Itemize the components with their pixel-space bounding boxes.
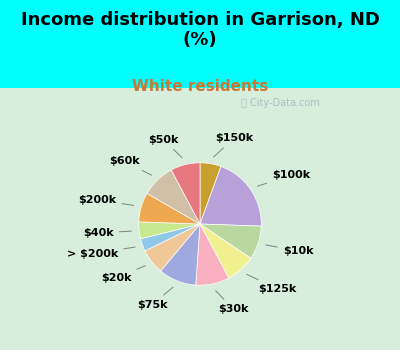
Text: Income distribution in Garrison, ND
(%): Income distribution in Garrison, ND (%) xyxy=(20,10,380,49)
Wedge shape xyxy=(139,193,200,224)
Text: $150k: $150k xyxy=(214,133,253,157)
Text: > $200k: > $200k xyxy=(67,247,135,259)
Wedge shape xyxy=(200,224,261,258)
Wedge shape xyxy=(161,224,200,285)
Wedge shape xyxy=(196,224,229,285)
Text: $50k: $50k xyxy=(148,135,182,158)
Text: $100k: $100k xyxy=(258,170,310,186)
Text: $60k: $60k xyxy=(109,156,152,175)
Text: $40k: $40k xyxy=(83,228,132,238)
Wedge shape xyxy=(139,222,200,239)
Wedge shape xyxy=(200,163,221,224)
Text: $30k: $30k xyxy=(216,291,248,314)
Wedge shape xyxy=(200,224,251,278)
Wedge shape xyxy=(171,163,200,224)
Text: $125k: $125k xyxy=(247,274,296,294)
Wedge shape xyxy=(147,170,200,224)
Wedge shape xyxy=(145,224,200,271)
Wedge shape xyxy=(200,167,261,226)
Wedge shape xyxy=(140,224,200,251)
Text: $75k: $75k xyxy=(137,287,173,310)
Text: ⓘ City-Data.com: ⓘ City-Data.com xyxy=(241,98,319,108)
Text: White residents: White residents xyxy=(132,79,268,94)
Text: $10k: $10k xyxy=(266,245,313,256)
Text: $200k: $200k xyxy=(78,195,134,205)
Text: $20k: $20k xyxy=(101,266,145,282)
